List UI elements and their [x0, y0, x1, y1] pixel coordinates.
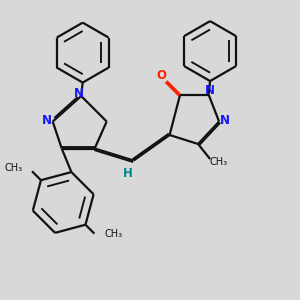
Text: N: N: [220, 113, 230, 127]
Text: H: H: [123, 167, 133, 181]
Text: N: N: [42, 113, 52, 127]
Text: N: N: [74, 87, 84, 100]
Text: N: N: [205, 84, 215, 97]
Text: CH₃: CH₃: [4, 163, 22, 173]
Text: O: O: [156, 69, 166, 82]
Text: CH₃: CH₃: [209, 157, 227, 167]
Text: CH₃: CH₃: [105, 229, 123, 238]
